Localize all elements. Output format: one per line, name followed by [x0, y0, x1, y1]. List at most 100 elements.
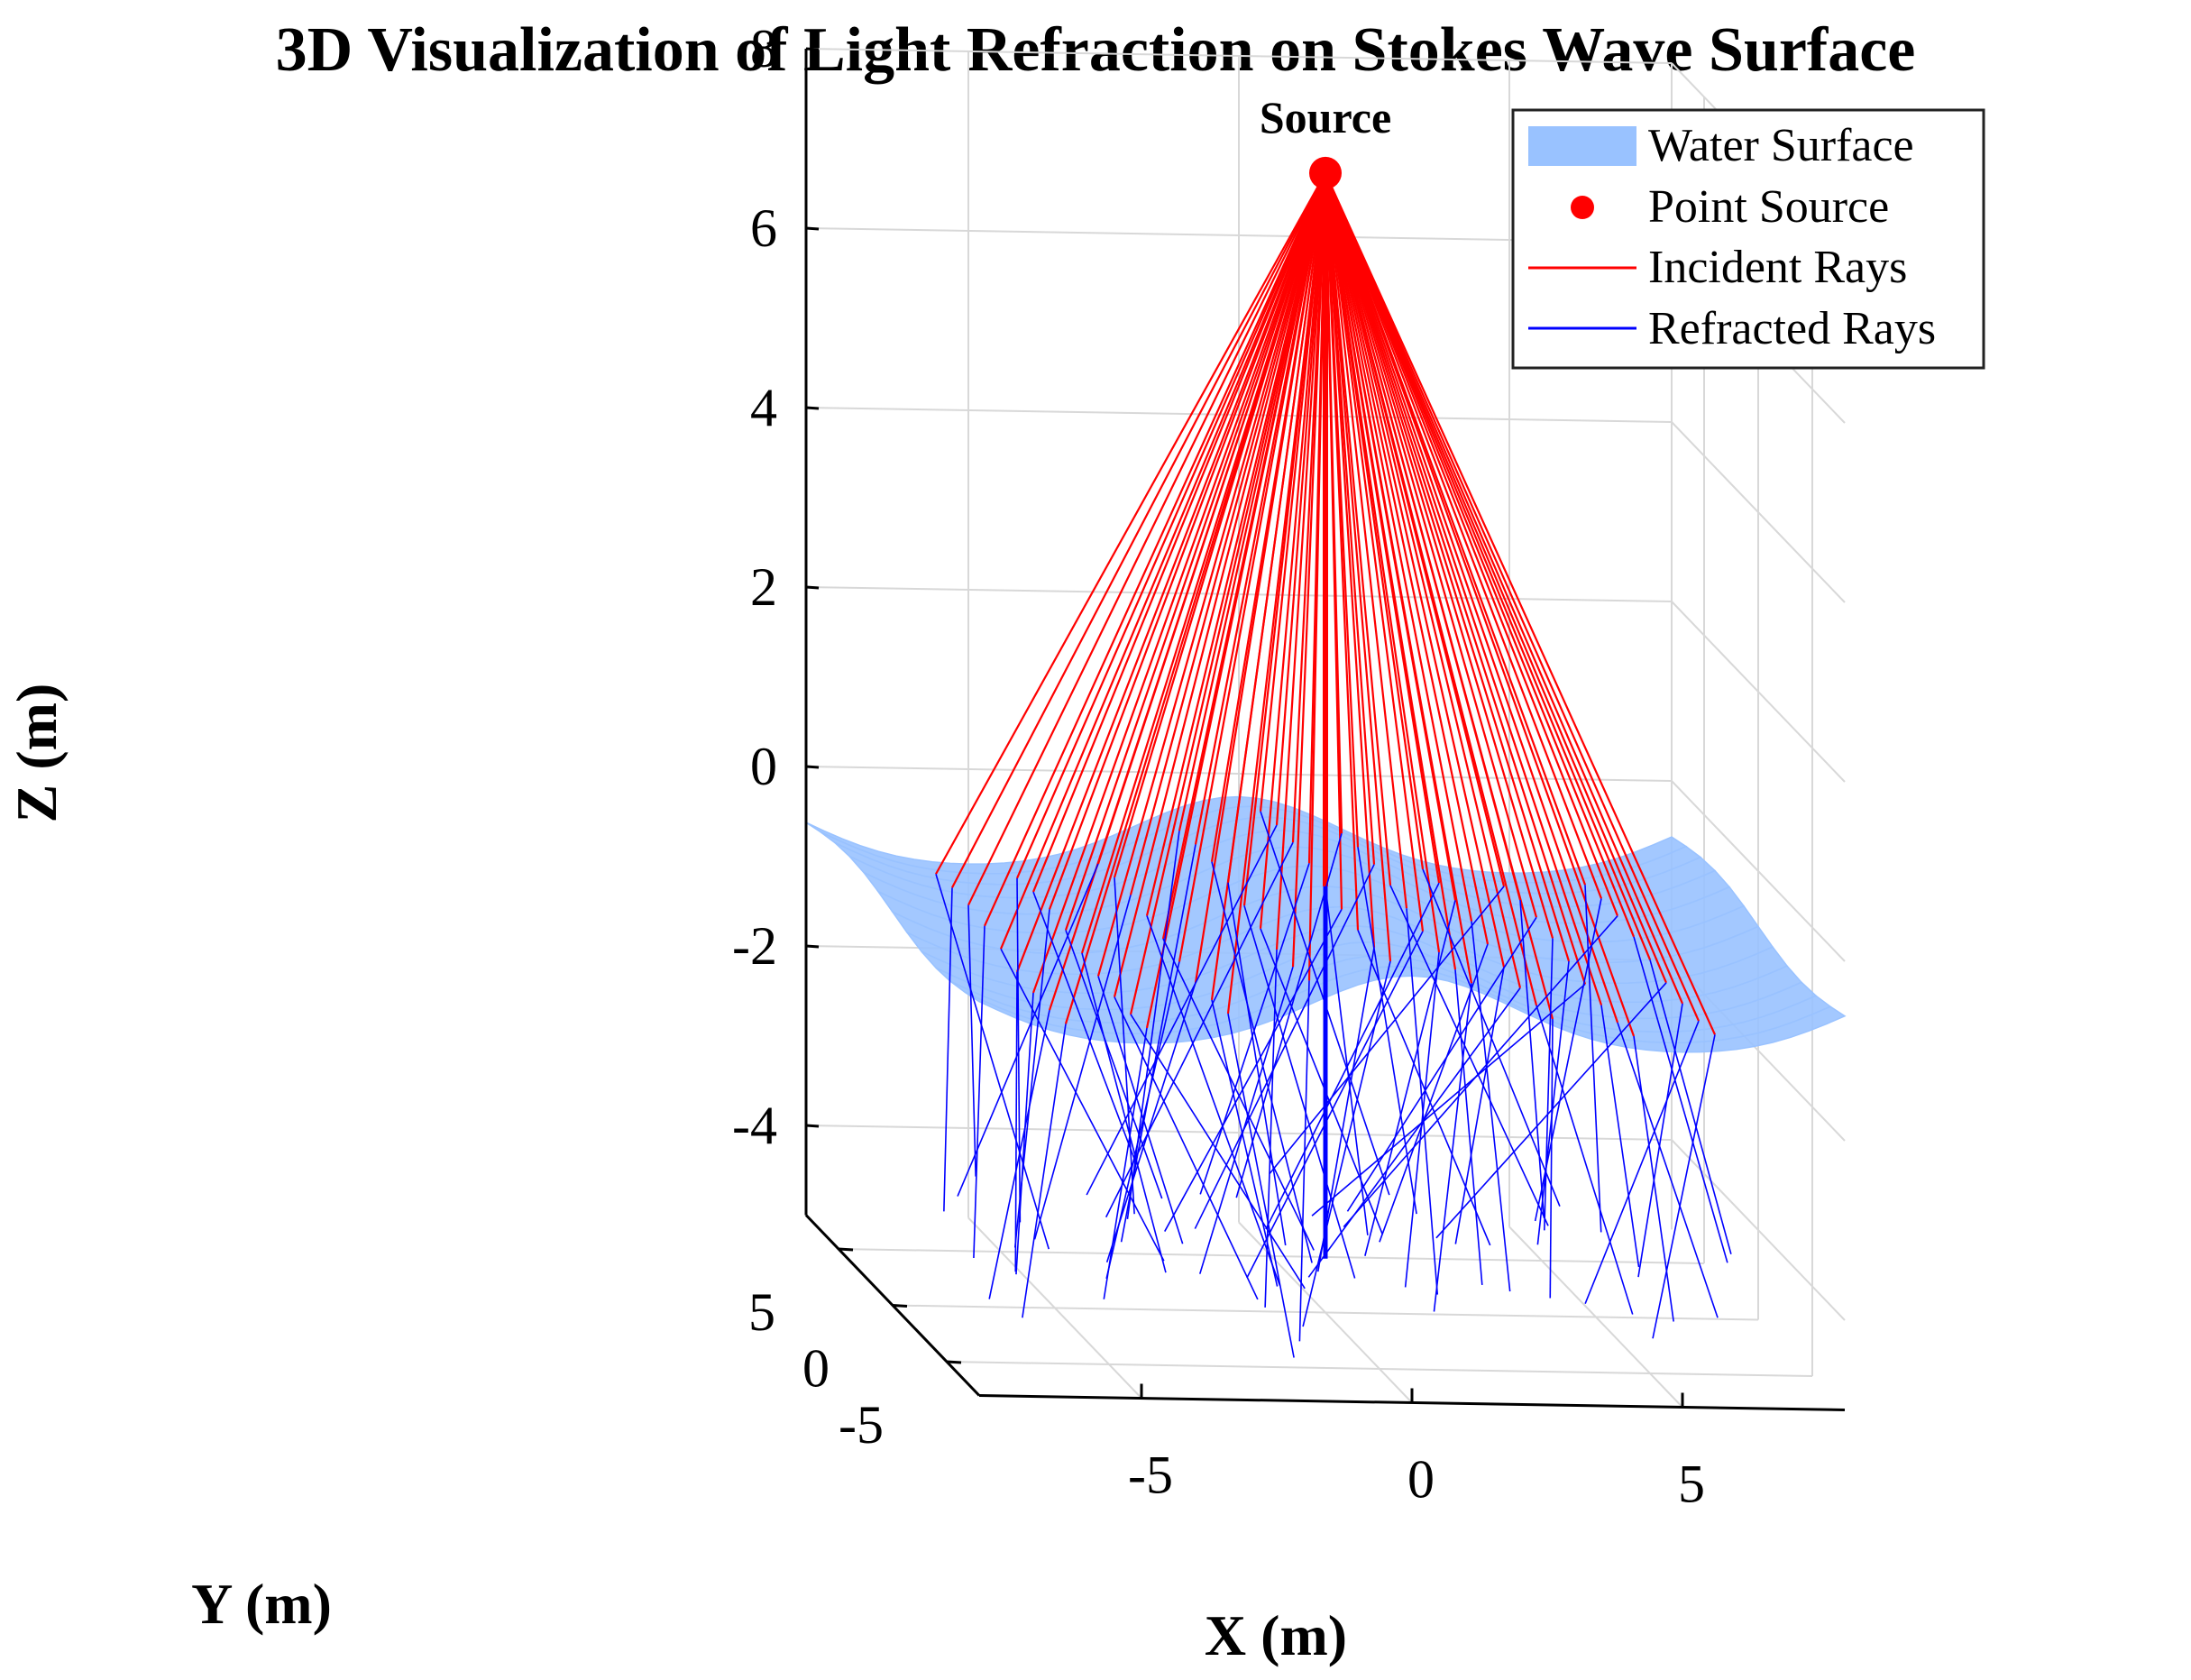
refracted-ray [1105, 961, 1180, 1280]
incident-ray [1324, 172, 1603, 1005]
z-tick-mark [805, 944, 820, 949]
z-axis-label: Z (m) [5, 684, 69, 823]
refracted-ray [1584, 885, 1602, 1233]
incident-ray [1324, 172, 1392, 886]
z-tick-mark [805, 47, 820, 51]
incident-ray [1324, 172, 1506, 887]
grid-line-y-floor [946, 1361, 1813, 1377]
refracted-ray [1406, 908, 1439, 1295]
incident-ray [1324, 172, 1473, 922]
refracted-ray [1519, 900, 1545, 1218]
incident-ray [1324, 172, 1717, 1035]
incident-ray [1275, 172, 1327, 826]
incident-ray [1096, 172, 1327, 977]
refracted-ray [1014, 971, 1018, 1272]
legend: Water Surface Point Source Incident Rays… [1511, 108, 1985, 370]
point-source-marker [1309, 156, 1342, 189]
refracted-ray [1433, 983, 1472, 1312]
refracted-ray [1379, 943, 1489, 1243]
incident-ray [1178, 172, 1327, 831]
incident-ray [1324, 172, 1360, 848]
incident-ray [1226, 172, 1327, 883]
refracted-ray [1013, 909, 1050, 1248]
refracted-ray [1649, 959, 1732, 1254]
refracted-ray [1105, 982, 1196, 1262]
refracted-ray [1269, 886, 1505, 1174]
refracted-ray [1146, 915, 1281, 1286]
z-tick-label: 0 [750, 737, 777, 796]
refracted-ray [1346, 916, 1537, 1212]
refracted-ray [1536, 1005, 1634, 1315]
refracted-ray [1130, 1014, 1306, 1290]
incident-ray [1080, 172, 1327, 954]
refracted-ray [1265, 882, 1440, 1230]
incident-ray [967, 172, 1326, 906]
incident-ray [1113, 172, 1327, 878]
refracted-ray [1246, 931, 1424, 1279]
refracted-ray [943, 887, 953, 1212]
incident-ray [1113, 172, 1327, 997]
water-surface-strip [964, 965, 1847, 1053]
y-tick-mark [838, 1247, 854, 1252]
z-tick-label: 8 [750, 19, 777, 78]
refracted-ray [1065, 930, 1163, 1199]
refracted-ray [1325, 886, 1369, 1235]
incident-ray [1015, 172, 1327, 973]
incident-ray [1324, 172, 1587, 985]
refracted-ray [1081, 952, 1167, 1273]
incident-ray [1324, 172, 1490, 945]
incident-ray [1145, 172, 1327, 916]
incident-ray [1275, 172, 1327, 950]
incident-ray [1324, 172, 1425, 870]
incident-ray [951, 172, 1326, 888]
incident-rays-group [935, 172, 1717, 1037]
refracted-ray [1243, 905, 1356, 1279]
refracted-ray [1194, 864, 1375, 1229]
incident-ray [1324, 172, 1701, 1022]
incident-ray [1324, 172, 1522, 901]
incident-ray [1064, 172, 1327, 931]
y-tick-label: -5 [839, 1395, 884, 1455]
incident-ray [1324, 172, 1506, 968]
z-tick-label: 4 [750, 378, 777, 437]
incident-ray [1324, 172, 1376, 865]
refracted-ray [1022, 1024, 1067, 1318]
incident-ray [1324, 172, 1457, 901]
incident-ray [1324, 172, 1392, 962]
refracted-ray [1404, 951, 1440, 1288]
incident-ray [1324, 172, 1538, 918]
refracted-ray [1298, 980, 1310, 1342]
legend-marker-point-source [1571, 196, 1594, 219]
refracted-ray [1032, 891, 1138, 1165]
incident-ray [1015, 172, 1327, 879]
refracted-ray [1105, 841, 1294, 1218]
y-tick-label: 5 [748, 1282, 775, 1342]
refracted-ray [1435, 982, 1667, 1239]
z-tick-mark [805, 585, 820, 590]
refracted-ray [1364, 900, 1456, 1256]
incident-ray [1324, 172, 1587, 886]
incident-ray [1129, 172, 1327, 1015]
refracted-ray [1162, 938, 1315, 1251]
z-tick-label: 2 [750, 557, 777, 617]
refracted-ray [1307, 987, 1521, 1278]
refracted-ray [1471, 921, 1511, 1292]
incident-ray [1324, 172, 1668, 984]
x-axis-label: X (m) [1205, 1603, 1347, 1667]
incident-ray [983, 172, 1327, 927]
incident-ray [1096, 172, 1327, 865]
x-tick-label: 5 [1678, 1455, 1705, 1514]
incident-ray [1324, 172, 1571, 962]
x-tick-label: -5 [1128, 1446, 1173, 1505]
refracted-ray [1000, 948, 1165, 1262]
chart-title: 3D Visualization of Light Refraction on … [276, 15, 1916, 85]
refracted-ray [1199, 863, 1310, 1195]
z-tick-label: 6 [750, 198, 777, 258]
incident-ray [1291, 172, 1327, 843]
incident-ray [1178, 172, 1327, 962]
y-tick-mark [946, 1360, 962, 1364]
incident-ray [1210, 172, 1327, 862]
incident-ray [935, 172, 1326, 875]
